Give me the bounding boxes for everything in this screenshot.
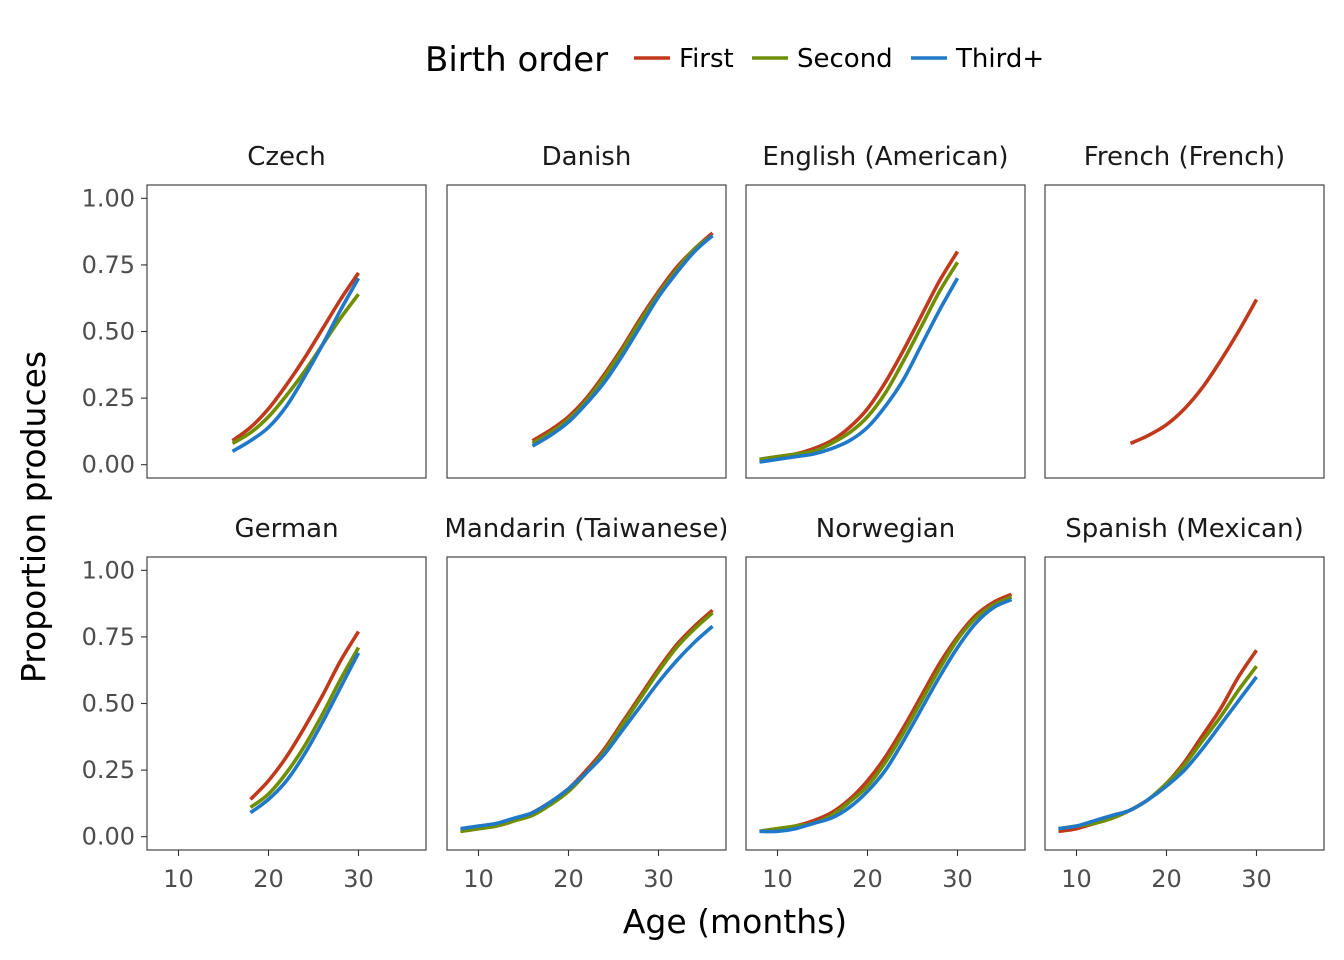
panel-title: English (American) xyxy=(762,142,1008,172)
series-group xyxy=(231,271,361,453)
series-line-third xyxy=(249,652,361,815)
panel-german: German 0.00 0.25 0.50 0.75 1.00 10 20 30 xyxy=(82,514,427,893)
x-axis-title: Age (months) xyxy=(623,902,847,941)
panel-english-american: English (American) xyxy=(745,142,1026,479)
y-tick-label: 0.25 xyxy=(82,384,135,412)
series-line-third xyxy=(759,277,960,464)
series-group xyxy=(1058,649,1258,834)
y-tick-label: 0.75 xyxy=(82,251,135,279)
y-tick-label: 0.75 xyxy=(82,623,135,651)
y-tick-label: 0.25 xyxy=(82,756,135,784)
x-tick-label: 20 xyxy=(1151,865,1182,893)
panel-frame xyxy=(745,184,1026,479)
series-line-third xyxy=(531,234,714,448)
panel-frame xyxy=(745,556,1026,851)
x-tick-label: 30 xyxy=(942,865,973,893)
panel-frame xyxy=(146,556,427,851)
series-group xyxy=(759,592,1013,834)
y-tick-label: 0.50 xyxy=(82,318,135,346)
y-tick-label: 0.00 xyxy=(82,451,135,479)
legend-label-first: First xyxy=(679,44,734,74)
x-tick-label: 30 xyxy=(1241,865,1272,893)
panel-title: German xyxy=(234,514,338,544)
x-tick-label: 10 xyxy=(163,865,194,893)
x-tick-label: 10 xyxy=(463,865,494,893)
series-group xyxy=(1129,298,1259,446)
x-tick-label: 20 xyxy=(553,865,584,893)
series-group xyxy=(759,250,960,464)
panel-title: Norwegian xyxy=(816,514,955,544)
panel-title: French (French) xyxy=(1084,142,1285,172)
panel-french-french: French (French) xyxy=(1044,142,1325,479)
series-group xyxy=(531,231,714,448)
panels: Czech 0.00 0.25 0.50 0.75 1.00 Danish English (… xyxy=(82,142,1325,893)
series-group xyxy=(460,608,714,834)
series-group xyxy=(249,630,361,815)
x-tick-label: 30 xyxy=(343,865,374,893)
legend-label-third: Third+ xyxy=(955,44,1044,74)
panel-frame xyxy=(146,184,427,479)
x-tick-label: 10 xyxy=(1061,865,1092,893)
series-line-second xyxy=(231,293,360,445)
series-line-third xyxy=(231,277,361,453)
y-tick-label: 1.00 xyxy=(82,184,135,212)
y-tick-label: 1.00 xyxy=(82,556,135,584)
panel-frame xyxy=(1044,556,1325,851)
series-line-first xyxy=(231,271,360,443)
y-axis-title: Proportion produces xyxy=(14,351,53,683)
series-line-third xyxy=(759,597,1013,834)
legend-label-second: Second xyxy=(797,44,893,74)
y-tick-label: 0.50 xyxy=(82,690,135,718)
legend-title: Birth order xyxy=(425,40,608,80)
panel-danish: Danish xyxy=(446,142,727,479)
panel-frame xyxy=(446,184,727,479)
panel-title: Danish xyxy=(542,142,632,172)
x-tick-label: 20 xyxy=(852,865,883,893)
panel-mandarin-taiwanese: Mandarin (Taiwanese) 10 20 30 xyxy=(444,514,728,893)
y-tick-label: 0.00 xyxy=(82,823,135,851)
series-line-second xyxy=(759,595,1013,834)
panel-title: Czech xyxy=(247,142,326,172)
series-line-first xyxy=(1129,298,1259,446)
panel-czech: Czech 0.00 0.25 0.50 0.75 1.00 xyxy=(82,142,427,479)
series-line-second xyxy=(249,646,361,809)
x-tick-label: 30 xyxy=(643,865,674,893)
panel-frame xyxy=(1044,184,1325,479)
panel-spanish-mexican: Spanish (Mexican) 10 20 30 xyxy=(1044,514,1325,893)
panel-norwegian: Norwegian 10 20 30 xyxy=(745,514,1026,893)
series-line-third xyxy=(1058,675,1258,831)
series-line-third xyxy=(460,624,714,831)
x-tick-label: 10 xyxy=(762,865,793,893)
series-line-second xyxy=(759,261,960,462)
panel-frame xyxy=(446,556,727,851)
panel-title: Mandarin (Taiwanese) xyxy=(444,514,728,544)
series-line-first xyxy=(249,630,361,801)
x-tick-label: 20 xyxy=(253,865,284,893)
panel-title: Spanish (Mexican) xyxy=(1065,514,1304,544)
legend: Birth order First Second Third+ xyxy=(425,40,1044,80)
